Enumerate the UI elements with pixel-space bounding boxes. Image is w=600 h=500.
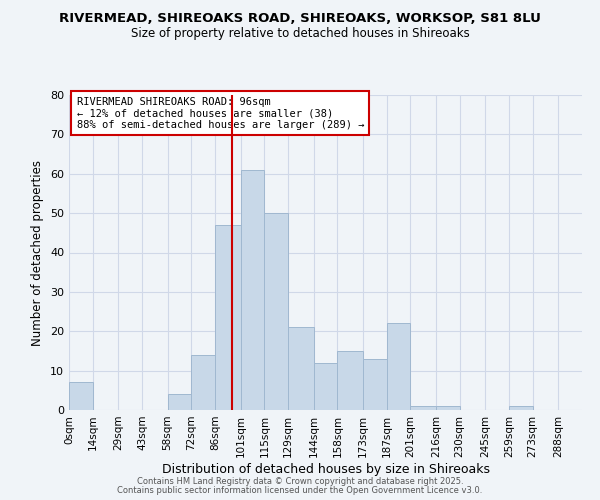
Bar xyxy=(288,328,314,410)
Text: Size of property relative to detached houses in Shireoaks: Size of property relative to detached ho… xyxy=(131,28,469,40)
Bar xyxy=(337,351,363,410)
Bar xyxy=(410,406,436,410)
Text: Contains public sector information licensed under the Open Government Licence v3: Contains public sector information licen… xyxy=(118,486,482,495)
Bar xyxy=(215,225,241,410)
Text: Contains HM Land Registry data © Crown copyright and database right 2025.: Contains HM Land Registry data © Crown c… xyxy=(137,477,463,486)
Text: RIVERMEAD SHIREOAKS ROAD: 96sqm
← 12% of detached houses are smaller (38)
88% of: RIVERMEAD SHIREOAKS ROAD: 96sqm ← 12% of… xyxy=(77,96,364,130)
Bar xyxy=(241,170,265,410)
Bar xyxy=(314,363,337,410)
Bar xyxy=(363,359,386,410)
Bar xyxy=(167,394,191,410)
Text: RIVERMEAD, SHIREOAKS ROAD, SHIREOAKS, WORKSOP, S81 8LU: RIVERMEAD, SHIREOAKS ROAD, SHIREOAKS, WO… xyxy=(59,12,541,26)
Bar xyxy=(436,406,460,410)
Bar xyxy=(265,213,288,410)
Bar xyxy=(386,324,410,410)
Bar xyxy=(509,406,533,410)
Y-axis label: Number of detached properties: Number of detached properties xyxy=(31,160,44,346)
Bar xyxy=(69,382,93,410)
X-axis label: Distribution of detached houses by size in Shireoaks: Distribution of detached houses by size … xyxy=(161,462,490,475)
Bar xyxy=(191,355,215,410)
